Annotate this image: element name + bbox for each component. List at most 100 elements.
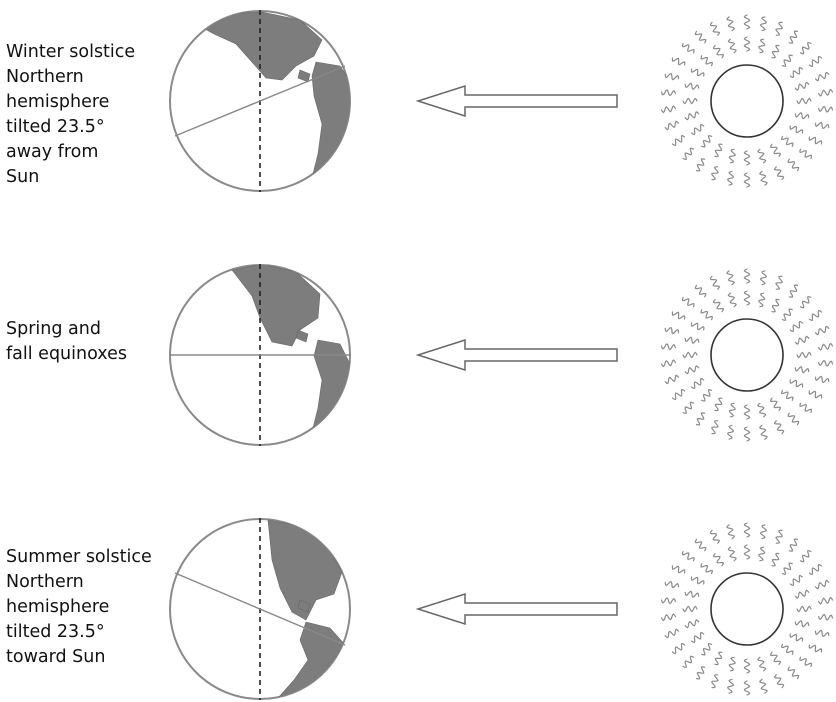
sun-ray (781, 562, 793, 575)
sun-ray (709, 21, 721, 36)
sun-ray (671, 134, 686, 147)
sun-ray (808, 55, 823, 68)
sun-ray (814, 71, 830, 82)
sunlight-arrow (415, 592, 618, 626)
sun-ray (775, 529, 783, 544)
sun-ray (759, 524, 768, 540)
island-land (297, 69, 311, 83)
sun-ray (682, 147, 695, 160)
sun-ray (781, 54, 793, 67)
sun-ray (695, 158, 706, 172)
sun-ray (794, 366, 810, 374)
sun-ray (726, 424, 735, 440)
sun-ray (799, 42, 812, 55)
sun-ray (695, 412, 706, 426)
sun-ray (701, 389, 713, 402)
sun-ray (681, 42, 695, 54)
sun-ray (808, 136, 823, 145)
sun-rays (660, 268, 834, 442)
sun-ray (660, 597, 676, 605)
sun-ray (671, 311, 686, 320)
sun-icon (710, 572, 784, 646)
sun-ray (794, 589, 810, 599)
sun-ray (789, 633, 804, 642)
sun-ray (682, 97, 698, 105)
continents (231, 265, 350, 439)
sun-ray (808, 644, 823, 653)
sun-ray (781, 135, 794, 147)
sun-ray (660, 89, 676, 97)
island-land (295, 329, 309, 343)
sun-ray (664, 326, 680, 335)
sun-ray (743, 36, 751, 52)
sun-ray (794, 620, 810, 628)
sun-ray (775, 275, 783, 290)
sun-ray (728, 148, 736, 164)
sun-ray (728, 656, 736, 672)
sun-ray (769, 143, 782, 157)
sun-ray (743, 522, 751, 538)
sun-ray (743, 426, 751, 442)
sun-ray (771, 298, 780, 313)
sun-winter (660, 14, 834, 188)
sun-ray (759, 170, 768, 186)
sun-ray (799, 402, 813, 414)
sun-ray (769, 651, 782, 665)
sun-ray (789, 125, 804, 134)
sun-ray (711, 166, 719, 181)
sun-ray (775, 21, 783, 36)
sun-ray (726, 270, 735, 286)
sun-ray (709, 275, 721, 290)
sun-ray (758, 38, 766, 54)
island-land (297, 599, 311, 613)
sun-ray (664, 374, 680, 385)
sunlight-arrow (415, 338, 618, 372)
sun-rays (660, 14, 834, 188)
sun-ray (814, 121, 830, 130)
sun-ray (799, 296, 812, 309)
sun-ray (773, 166, 785, 181)
sun-ray (794, 81, 810, 91)
sun-ray (818, 342, 834, 351)
sun-ray (788, 284, 799, 298)
sun-ray (694, 284, 707, 298)
sun-ray (758, 292, 766, 308)
sun-ray (694, 30, 707, 44)
sun-ray (794, 335, 810, 345)
sun-ray (684, 590, 700, 598)
sun-ray (691, 377, 705, 390)
sun-ray (787, 158, 800, 172)
sun-ray (712, 45, 725, 59)
sun-ray (694, 538, 707, 552)
sun-rays (660, 522, 834, 696)
sun-ray (714, 143, 723, 158)
sun-ray (743, 268, 751, 284)
sun-ray (682, 655, 695, 668)
sun-ray (799, 148, 813, 160)
sun-ray (660, 359, 676, 368)
sun-ray (818, 613, 834, 621)
caption-summer-solstice: Summer solstice Northern hemisphere tilt… (6, 547, 152, 667)
globe-summer-solstice (169, 518, 351, 700)
sun-ray (664, 628, 680, 639)
sun-ray (660, 343, 676, 351)
sun-ray (788, 538, 799, 552)
sun-ray (818, 105, 834, 113)
sun-ray (691, 631, 705, 644)
caption-winter-solstice: Winter solstice Northern hemisphere tilt… (6, 42, 136, 187)
sun-ray (743, 658, 751, 674)
sun-icon (710, 318, 784, 392)
sun-ray (808, 563, 823, 576)
sun-ray (691, 123, 705, 136)
sun-ray (684, 336, 700, 344)
sun-ray (660, 613, 676, 622)
sun-ray (814, 579, 830, 590)
sun-ray (690, 576, 705, 585)
equator-line (174, 572, 346, 646)
globe-equinoxes (169, 264, 351, 446)
sun-ray (787, 412, 800, 426)
sun-ray (743, 680, 751, 696)
sun-ray (726, 170, 735, 186)
sun-ray (808, 309, 823, 322)
sun-ray (814, 629, 830, 638)
